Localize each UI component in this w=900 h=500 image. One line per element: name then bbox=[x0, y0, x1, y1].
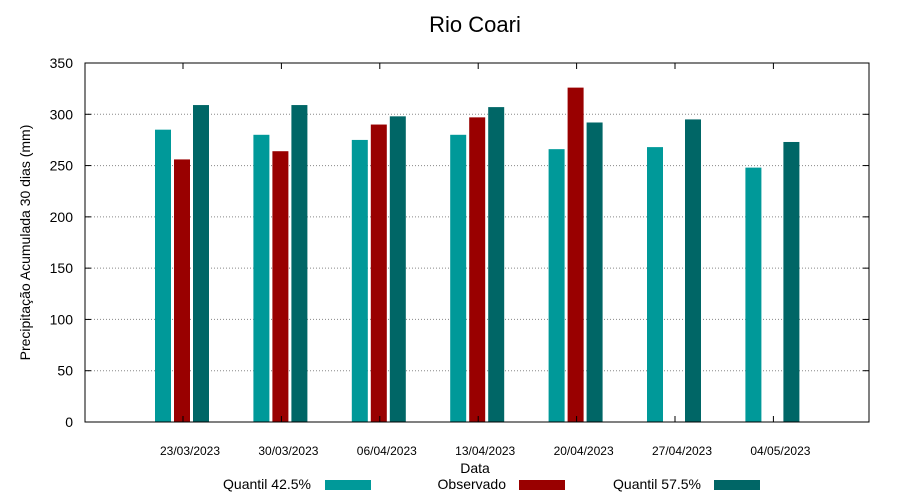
legend-label: Quantil 57.5% bbox=[613, 476, 701, 492]
bar bbox=[291, 105, 308, 422]
y-tick-label: 250 bbox=[50, 158, 74, 174]
x-tick-label: 27/04/2023 bbox=[652, 444, 712, 458]
x-tick-label: 30/03/2023 bbox=[258, 444, 318, 458]
x-tick-label: 06/04/2023 bbox=[357, 444, 417, 458]
y-axis-label: Precipitação Acumulada 30 dias (mm) bbox=[17, 125, 33, 361]
bar bbox=[783, 141, 800, 423]
bar bbox=[351, 139, 368, 422]
x-tick-label: 23/03/2023 bbox=[160, 444, 220, 458]
bar bbox=[174, 159, 190, 422]
bar bbox=[469, 117, 486, 422]
bar bbox=[488, 107, 505, 422]
bar bbox=[647, 147, 663, 422]
x-axis-label: Data bbox=[460, 460, 490, 476]
bar bbox=[567, 87, 584, 423]
x-tick-label: 04/05/2023 bbox=[750, 444, 810, 458]
chart-title: Rio Coari bbox=[429, 12, 521, 37]
legend-swatch bbox=[325, 480, 371, 490]
bar bbox=[272, 151, 289, 422]
legend: Quantil 42.5% Observado Quantil 57.5% bbox=[223, 476, 760, 492]
bars bbox=[155, 87, 800, 423]
plot-frame bbox=[84, 62, 870, 423]
bar bbox=[370, 124, 387, 423]
bar bbox=[548, 149, 565, 422]
y-tick-label: 300 bbox=[50, 106, 74, 122]
bar bbox=[450, 134, 467, 423]
y-tick-label: 100 bbox=[50, 311, 74, 327]
y-tick-label: 350 bbox=[50, 55, 74, 71]
bar bbox=[155, 129, 171, 422]
y-tick-label: 200 bbox=[50, 209, 74, 225]
legend-label: Quantil 42.5% bbox=[223, 476, 311, 492]
bar bbox=[253, 134, 270, 423]
y-tick-label: 0 bbox=[65, 414, 73, 430]
x-axis-ticks: 23/03/2023 30/03/2023 06/04/2023 13/04/2023… bbox=[160, 63, 811, 458]
y-tick-label: 150 bbox=[50, 260, 74, 276]
y-axis-ticks: 0 50 100 150 200 250 300 350 bbox=[50, 55, 869, 430]
legend-label: Observado bbox=[438, 476, 507, 492]
bar bbox=[389, 116, 406, 422]
y-tick-label: 50 bbox=[57, 363, 73, 379]
x-tick-label: 13/04/2023 bbox=[455, 444, 515, 458]
legend-swatch bbox=[519, 480, 565, 490]
bar bbox=[586, 122, 603, 423]
bar bbox=[685, 119, 701, 423]
bar bbox=[745, 167, 762, 422]
x-tick-label: 20/04/2023 bbox=[554, 444, 614, 458]
legend-swatch bbox=[714, 480, 760, 490]
bar bbox=[193, 105, 209, 422]
